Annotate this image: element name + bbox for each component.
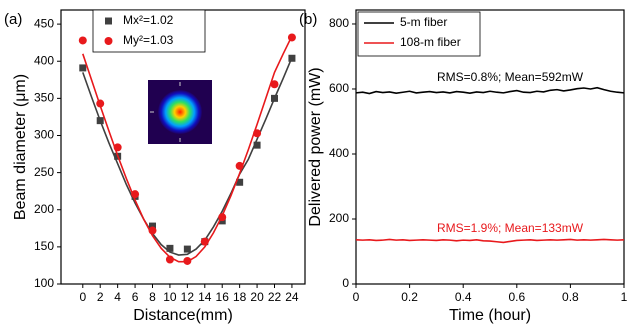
legend-label: 5-m fiber xyxy=(400,15,447,29)
y-tick-label: 200 xyxy=(329,211,349,225)
x-tick-label: 22 xyxy=(268,290,282,304)
panel-label: (b) xyxy=(299,11,317,28)
point xyxy=(79,36,87,44)
y-axis-title: Beam diameter (μm) xyxy=(12,74,29,220)
y-tick-label: 800 xyxy=(329,16,349,30)
line xyxy=(356,88,624,94)
x-tick-label: 14 xyxy=(198,290,212,304)
y-tick-label: 250 xyxy=(34,165,54,179)
point xyxy=(288,33,296,41)
x-tick-label: 0.2 xyxy=(401,290,418,304)
point xyxy=(149,227,157,235)
point xyxy=(271,95,278,102)
point xyxy=(201,238,209,246)
y-tick-label: 200 xyxy=(34,202,54,216)
y-tick-label: 150 xyxy=(34,239,54,253)
y-tick-label: 400 xyxy=(34,53,54,67)
legend-label: 108-m fiber xyxy=(400,35,461,49)
point xyxy=(271,80,279,88)
y-tick-label: 350 xyxy=(34,91,54,105)
page: {"chart_data": [ {"type": "scatter", "pa… xyxy=(0,0,627,327)
point xyxy=(97,117,104,124)
legend-label: Mx²=1.02 xyxy=(123,13,174,27)
panel-label: (a) xyxy=(4,11,22,28)
y-tick-label: 450 xyxy=(34,16,54,30)
y-axis-title: Delivered power (mW) xyxy=(307,67,324,226)
x-tick-label: 4 xyxy=(114,290,121,304)
point xyxy=(254,142,261,149)
point xyxy=(166,255,174,263)
legend-marker xyxy=(105,18,112,25)
x-tick-label: 8 xyxy=(149,290,156,304)
point xyxy=(183,257,191,265)
point xyxy=(114,143,122,151)
x-tick-label: 0.6 xyxy=(508,290,525,304)
y-tick-label: 0 xyxy=(342,276,349,290)
annotation: RMS=1.9%; Mean=133mW xyxy=(437,221,584,235)
x-tick-label: 6 xyxy=(132,290,139,304)
point xyxy=(166,245,173,252)
point xyxy=(253,129,261,137)
x-tick-label: 24 xyxy=(285,290,299,304)
point xyxy=(288,55,295,62)
y-tick-label: 400 xyxy=(329,146,349,160)
y-tick-label: 300 xyxy=(34,128,54,142)
point xyxy=(236,162,244,170)
x-axis-title: Time (hour) xyxy=(449,307,531,324)
x-tick-label: 0 xyxy=(353,290,360,304)
x-tick-label: 18 xyxy=(233,290,247,304)
legend-marker xyxy=(105,37,113,45)
point xyxy=(218,213,226,221)
x-axis-title: Distance(mm) xyxy=(133,307,233,324)
x-tick-label: 0.8 xyxy=(562,290,579,304)
point xyxy=(96,100,104,108)
line xyxy=(356,239,624,242)
point xyxy=(131,190,139,198)
x-tick-label: 0.4 xyxy=(455,290,472,304)
x-tick-label: 0 xyxy=(79,290,86,304)
x-tick-label: 10 xyxy=(163,290,177,304)
annotation: RMS=0.8%; Mean=592mW xyxy=(437,70,584,84)
chart: 0246810121416182022241001502002503003504… xyxy=(0,0,627,327)
x-tick-label: 20 xyxy=(250,290,264,304)
beam-profile-inset xyxy=(148,80,212,144)
legend-label: My²=1.03 xyxy=(123,33,174,47)
x-tick-label: 1 xyxy=(621,290,627,304)
x-tick-label: 12 xyxy=(181,290,195,304)
x-tick-label: 2 xyxy=(97,290,104,304)
y-tick-label: 600 xyxy=(329,81,349,95)
y-tick-label: 100 xyxy=(34,276,54,290)
point xyxy=(79,64,86,71)
x-tick-label: 16 xyxy=(216,290,230,304)
point xyxy=(184,246,191,253)
